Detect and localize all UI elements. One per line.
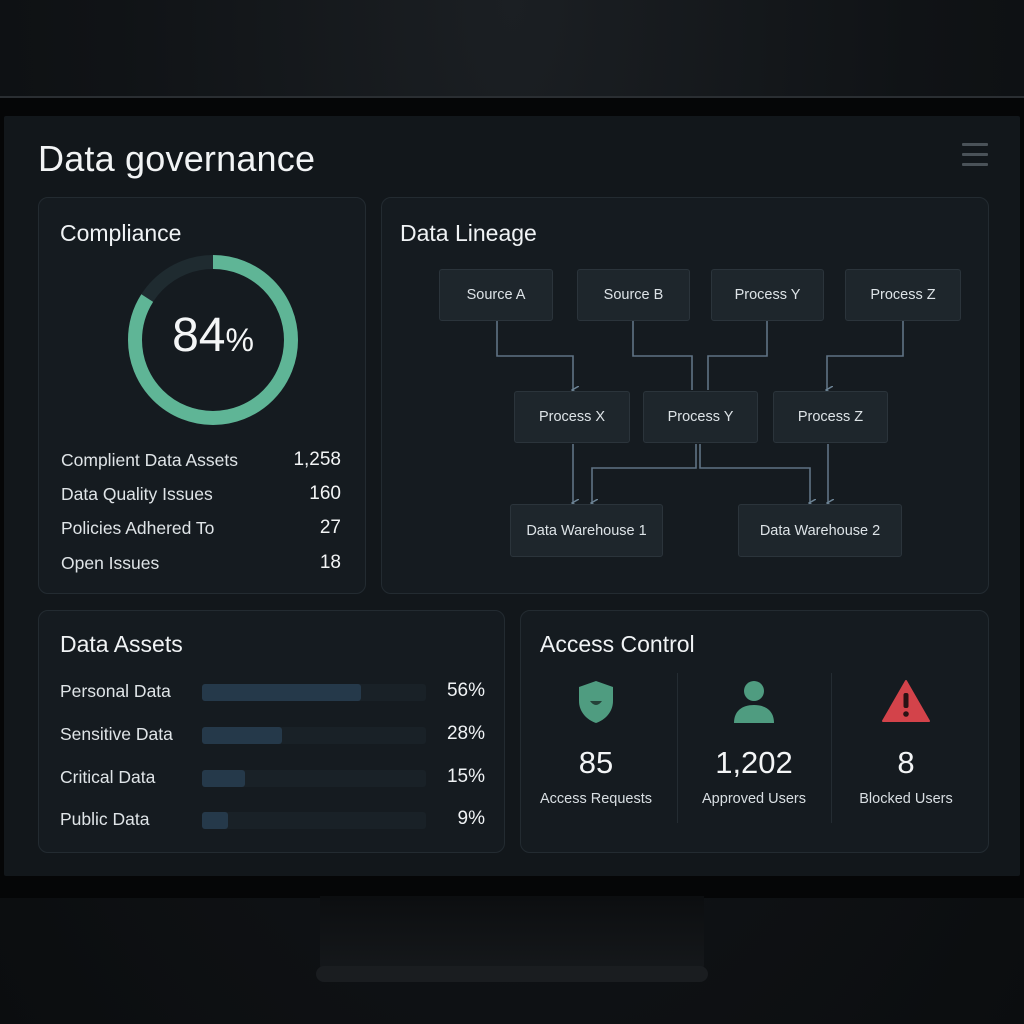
metric-value: 27 [319,517,341,538]
blocked-users-label: Blocked Users [859,791,953,807]
asset-row: Public Data 9% [60,807,485,831]
asset-row: Sensitive Data 28% [60,722,485,746]
shield-icon [579,681,613,723]
lineage-edge [707,321,768,390]
metric-row: Policies Adhered To 27 [61,514,341,542]
metric-label: Policies Adhered To [61,517,215,538]
column-divider [677,673,678,823]
lineage-node-process-x[interactable]: Process X [514,391,630,443]
page-title: Data governance [38,138,316,179]
asset-percent: 9% [457,808,485,829]
access-requests-label: Access Requests [539,791,653,807]
data-assets-title: Data Assets [60,631,183,657]
metric-row: Open Issues 18 [61,549,341,577]
asset-bar-track [202,812,426,829]
asset-bar-track [202,727,426,744]
metric-value: 18 [319,552,341,573]
metric-label: Open Issues [61,552,160,573]
lineage-edge [496,321,573,390]
asset-label: Personal Data [60,681,171,701]
asset-percent: 56% [446,680,485,701]
asset-bar-fill [202,812,228,829]
blocked-users-value: 8 [897,745,915,780]
metric-value: 160 [309,483,341,504]
asset-percent: 15% [446,766,485,787]
lineage-node-process-y[interactable]: Process Y [643,391,758,443]
hamburger-menu-icon[interactable] [962,143,988,169]
lineage-node-source-b[interactable]: Source B [577,269,690,321]
asset-bar-track [202,770,426,787]
lineage-node-process-z-top[interactable]: Process Z [845,269,961,321]
access-control-title: Access Control [540,631,695,657]
approved-users-stat[interactable]: 1,202 Approved Users [679,677,829,817]
gauge-unit: % [225,322,254,358]
asset-label: Public Data [60,809,150,829]
lineage-edge [632,321,693,390]
column-divider [831,673,832,823]
metric-label: Data Quality Issues [61,483,213,504]
compliance-gauge [128,255,298,425]
asset-bar-fill [202,684,362,701]
approved-users-label: Approved Users [702,791,806,807]
gauge-arc [128,255,298,425]
lineage-connectors [496,321,904,593]
compliance-panel: Compliance 84% Complient Data Assets 1,2… [38,197,366,594]
monitor-stand [320,896,704,978]
data-lineage-title: Data Lineage [400,220,537,246]
lineage-node-process-z[interactable]: Process Z [773,391,888,443]
asset-bar-track [202,684,426,701]
access-requests-value: 85 [578,745,614,780]
access-requests-stat[interactable]: 85 Access Requests [521,677,671,817]
asset-row: Personal Data 56% [60,679,485,703]
blocked-users-stat[interactable]: 8 Blocked Users [831,677,981,817]
asset-row: Critical Data 15% [60,765,485,789]
lineage-edge [699,444,810,503]
asset-percent: 28% [446,723,485,744]
data-assets-panel: Data Assets Personal Data 56% Sensitive … [38,610,505,853]
metric-row: Complient Data Assets 1,258 [61,446,341,474]
monitor-stand-base [316,966,708,982]
lineage-node-source-a[interactable]: Source A [439,269,553,321]
lineage-edge [592,444,697,503]
metric-value: 1,258 [293,449,341,470]
lineage-node-process-y-top[interactable]: Process Y [711,269,824,321]
lineage-edge [827,321,904,390]
asset-bar-fill [202,770,245,787]
compliance-percentage: 84% [123,308,303,363]
approved-users-value: 1,202 [715,745,793,780]
compliance-title: Compliance [60,220,182,246]
asset-label: Critical Data [60,767,156,787]
metric-label: Complient Data Assets [61,449,239,470]
metric-row: Data Quality Issues 160 [61,480,341,508]
asset-label: Sensitive Data [60,724,173,744]
data-lineage-panel: Data Lineage Source A Source B Process Y… [381,197,989,594]
warning-icon [882,680,930,722]
lineage-node-data-warehouse-1[interactable]: Data Warehouse 1 [510,504,663,557]
asset-bar-fill [202,727,282,744]
gauge-value: 84 [172,309,226,362]
user-icon [734,681,774,723]
lineage-node-data-warehouse-2[interactable]: Data Warehouse 2 [738,504,902,557]
access-control-panel: Access Control 85 Access Requests 1,202 … [520,610,989,853]
